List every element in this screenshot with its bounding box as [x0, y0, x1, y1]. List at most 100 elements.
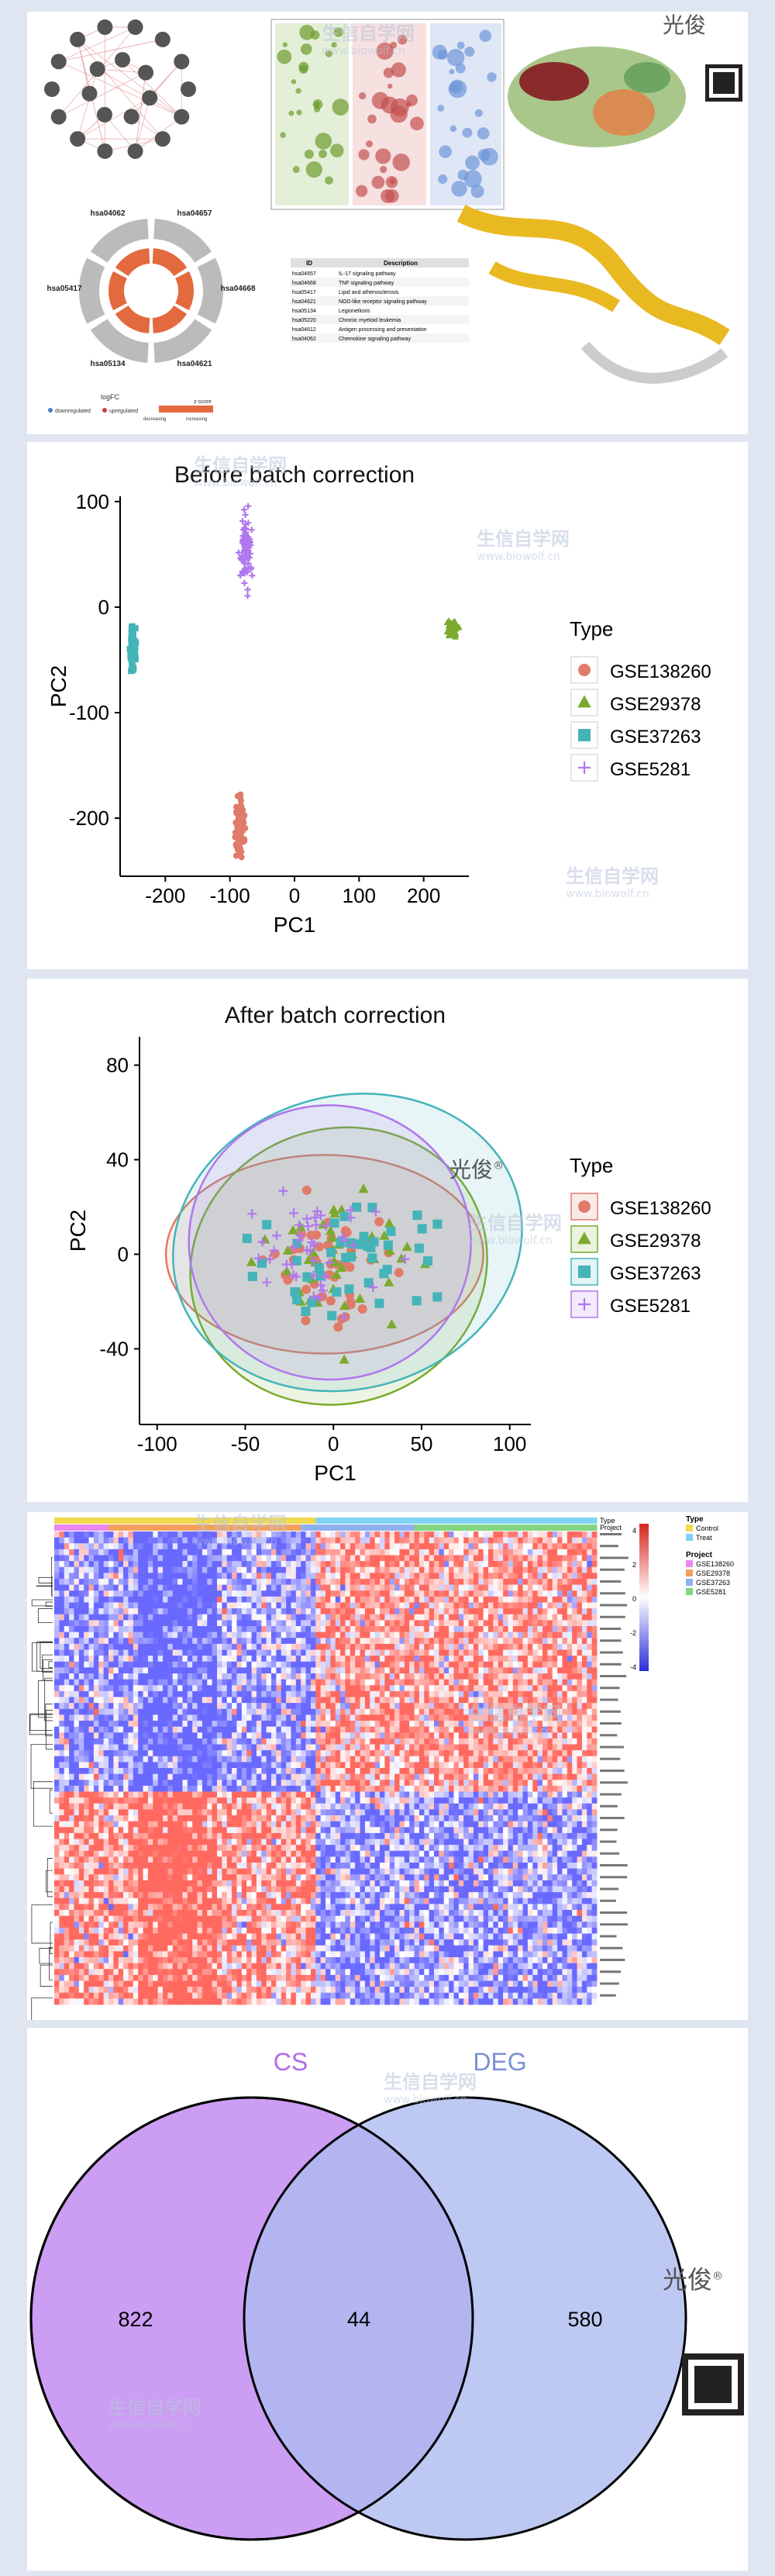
heatmap-cell	[88, 1679, 95, 1686]
heatmap-cell	[522, 1708, 529, 1715]
heatmap-cell	[364, 1673, 370, 1680]
point	[281, 1266, 292, 1276]
heatmap-cell	[418, 1690, 425, 1697]
heatmap-cell	[295, 1620, 301, 1627]
heatmap-cell	[281, 1590, 287, 1597]
heatmap-cell	[414, 1656, 420, 1663]
heatmap-cell	[542, 1561, 548, 1568]
heatmap-cell	[212, 1638, 218, 1645]
heatmap-cell	[518, 1714, 523, 1721]
heatmap-cell	[508, 1573, 514, 1580]
heatmap-cell	[478, 1608, 484, 1615]
heatmap-cell	[414, 1726, 420, 1733]
heatmap-cell	[261, 1573, 267, 1580]
heatmap-cell	[108, 1679, 114, 1686]
heatmap-cell	[202, 1697, 208, 1704]
heatmap-cell	[281, 1656, 287, 1663]
heatmap-cell	[123, 1608, 129, 1615]
confidence-ellipse	[164, 1154, 484, 1355]
heatmap-cell	[547, 1608, 553, 1615]
heatmap-cell	[187, 1549, 193, 1556]
point	[386, 1227, 396, 1237]
heatmap-cell	[212, 1738, 218, 1745]
heatmap-cell	[241, 1620, 247, 1627]
type-annotation-cell	[587, 1518, 593, 1524]
heatmap-cell	[177, 1584, 183, 1591]
heatmap-cell	[163, 1555, 168, 1562]
heatmap-cell	[330, 1638, 336, 1645]
heatmap-cell	[98, 1596, 105, 1603]
heatmap-cell	[123, 1590, 129, 1597]
heatmap-cell	[143, 1708, 149, 1715]
heatmap-cell	[453, 1679, 460, 1686]
type-annotation-cell	[508, 1518, 514, 1524]
type-annotation-cell	[74, 1518, 80, 1524]
heatmap-cell	[453, 1531, 460, 1538]
heatmap-cell	[591, 1708, 598, 1715]
heatmap-cell	[493, 1566, 499, 1573]
heatmap-cell	[567, 1690, 573, 1697]
heatmap-cell	[84, 1531, 89, 1538]
heatmap-cell	[340, 1732, 346, 1739]
heatmap-cell	[364, 1708, 370, 1715]
heatmap-cell	[380, 1685, 385, 1692]
heatmap-cell	[532, 1590, 539, 1597]
heatmap-cell	[295, 1596, 301, 1603]
heatmap-cell	[232, 1667, 237, 1674]
heatmap-cell	[286, 1543, 291, 1550]
heatmap-cell	[498, 1561, 504, 1568]
heatmap-cell	[271, 1620, 277, 1627]
heatmap-cell	[587, 1690, 593, 1697]
heatmap-cell	[453, 1555, 460, 1562]
point	[238, 854, 245, 861]
heatmap-cell	[246, 1537, 252, 1544]
heatmap-cell	[147, 1649, 153, 1656]
heatmap-cell	[335, 1573, 341, 1580]
heatmap-cell	[320, 1679, 326, 1686]
heatmap-cell	[443, 1555, 450, 1562]
heatmap-cell	[301, 1703, 306, 1710]
heatmap-cell	[572, 1732, 577, 1739]
heatmap-cell	[409, 1584, 415, 1591]
heatmap-cell	[251, 1714, 257, 1721]
heatmap-cell	[301, 1537, 306, 1544]
heatmap-cell	[147, 1638, 153, 1645]
heatmap-cell	[192, 1703, 198, 1710]
heatmap-cell	[286, 1573, 291, 1580]
heatmap-cell	[108, 1531, 114, 1538]
heatmap-cell	[503, 1732, 508, 1739]
heatmap-cell	[350, 1531, 356, 1538]
heatmap-cell	[192, 1584, 198, 1591]
heatmap-cell	[552, 1602, 558, 1609]
heatmap-cell	[434, 1590, 439, 1597]
heatmap-cell	[389, 1584, 395, 1591]
heatmap-cell	[266, 1714, 272, 1721]
heatmap-cell	[153, 1679, 159, 1686]
heatmap-cell	[103, 1656, 109, 1663]
heatmap-cell	[518, 1561, 523, 1568]
heatmap-cell	[473, 1584, 479, 1591]
heatmap-cell	[537, 1579, 543, 1586]
heatmap-cell	[483, 1708, 489, 1715]
heatmap-cell	[364, 1531, 370, 1538]
point	[237, 818, 244, 825]
heatmap-cell	[532, 1726, 539, 1733]
heatmap-cell	[192, 1620, 198, 1627]
heatmap-cell	[360, 1632, 366, 1638]
heatmap-cell	[177, 1614, 183, 1621]
heatmap-cell	[246, 1679, 252, 1686]
heatmap-cell	[399, 1656, 405, 1663]
heatmap-cell	[542, 1714, 548, 1721]
heatmap-cell	[424, 1632, 430, 1638]
heatmap-cell	[157, 1656, 164, 1663]
heatmap-cell	[453, 1738, 460, 1745]
project-annotation-cell	[271, 1525, 277, 1531]
heatmap-cell	[532, 1555, 539, 1562]
heatmap-cell	[103, 1738, 109, 1745]
heatmap-cell	[202, 1714, 208, 1721]
heatmap-cell	[345, 1584, 351, 1591]
heatmap-cell	[78, 1555, 84, 1562]
heatmap-cell	[473, 1638, 479, 1645]
heatmap-cell	[404, 1632, 410, 1638]
point	[241, 579, 248, 586]
